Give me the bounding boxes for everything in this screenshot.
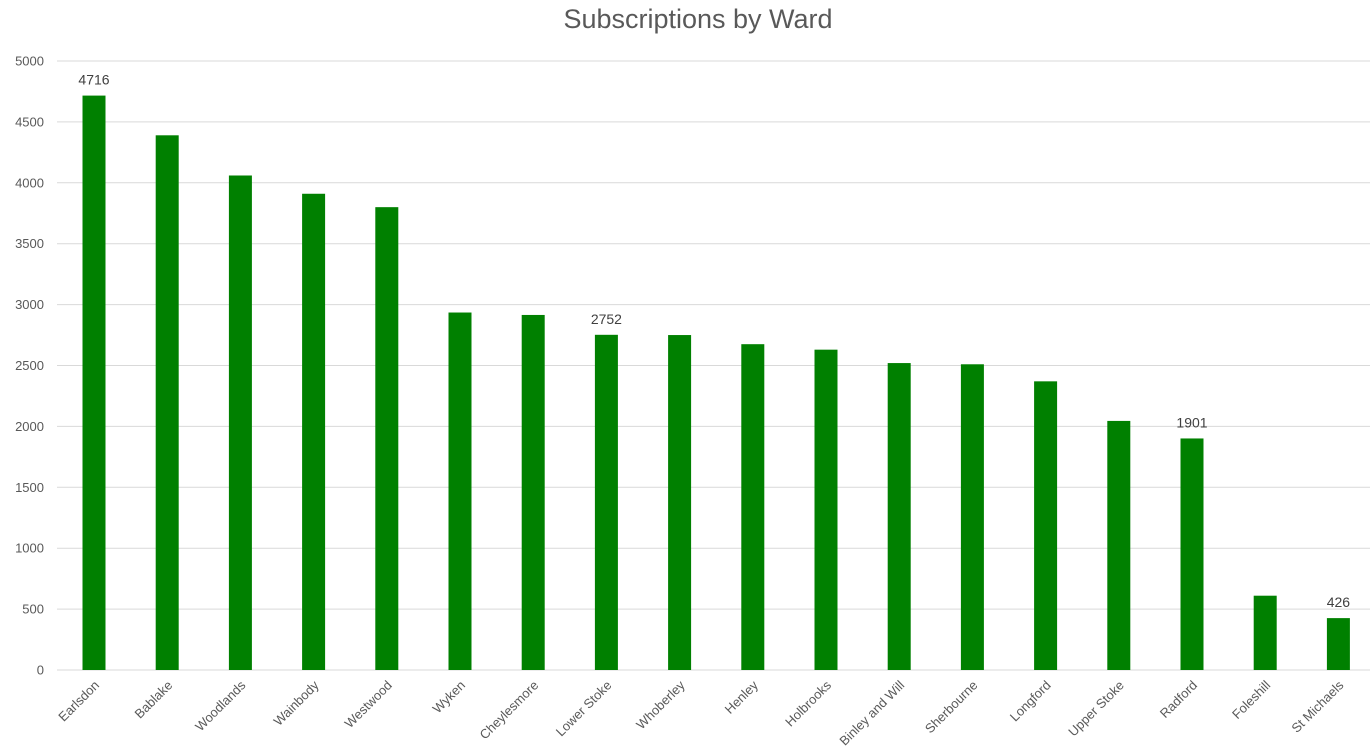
y-tick-label-2000: 2000 <box>15 419 44 434</box>
bar-westwood <box>375 207 399 670</box>
x-tick-label-holbrooks: Holbrooks <box>782 677 834 729</box>
x-tick-label-henley: Henley <box>722 677 762 717</box>
bar-radford <box>1180 438 1204 670</box>
bar-binley-and-will <box>887 363 911 670</box>
x-tick-label-earlsdon: Earlsdon <box>55 678 102 725</box>
x-tick-label-westwood: Westwood <box>342 678 395 731</box>
x-tick-label-radford: Radford <box>1157 678 1200 721</box>
bar-wyken <box>448 312 472 670</box>
x-tick-label-woodlands: Woodlands <box>192 677 249 734</box>
x-tick-label-binley-and-will: Binley and Will <box>836 677 907 748</box>
y-tick-label-1500: 1500 <box>15 480 44 495</box>
y-tick-label-5000: 5000 <box>15 54 44 69</box>
y-tick-label-500: 500 <box>22 602 44 617</box>
y-tick-label-1000: 1000 <box>15 541 44 556</box>
x-tick-label-lower-stoke: Lower Stoke <box>553 678 615 740</box>
y-tick-label-2500: 2500 <box>15 358 44 373</box>
bar-wainbody <box>302 193 326 670</box>
bar-cheylesmore <box>521 314 545 670</box>
bar-holbrooks <box>814 349 838 670</box>
bar-earlsdon <box>82 95 106 671</box>
x-tick-label-bablake: Bablake <box>131 678 175 722</box>
x-tick-label-wyken: Wyken <box>429 678 468 717</box>
x-tick-label-longford: Longford <box>1007 678 1054 725</box>
bar-foleshill <box>1253 595 1277 670</box>
x-tick-label-sherbourne: Sherbourne <box>922 678 981 737</box>
bar-woodlands <box>228 175 252 670</box>
y-tick-label-0: 0 <box>37 663 44 678</box>
y-tick-label-4000: 4000 <box>15 175 44 190</box>
x-tick-label-whoberley: Whoberley <box>633 677 688 732</box>
data-label-lower-stoke: 2752 <box>591 311 622 327</box>
bar-sherbourne <box>960 364 984 670</box>
data-label-radford: 1901 <box>1176 414 1207 430</box>
chart-title: Subscriptions by Ward <box>563 4 833 34</box>
bar-longford <box>1034 381 1058 670</box>
data-label-earlsdon: 4716 <box>78 72 109 88</box>
x-tick-label-foleshill: Foleshill <box>1229 677 1273 721</box>
bar-upper-stoke <box>1107 420 1131 670</box>
bar-st-michaels <box>1326 618 1350 670</box>
x-tick-label-st-michaels: St Michaels <box>1288 677 1346 735</box>
y-tick-label-3500: 3500 <box>15 236 44 251</box>
y-tick-label-4500: 4500 <box>15 114 44 129</box>
x-tick-label-cheylesmore: Cheylesmore <box>477 678 542 743</box>
bar-whoberley <box>668 335 692 670</box>
y-tick-label-3000: 3000 <box>15 297 44 312</box>
x-tick-label-wainbody: Wainbody <box>271 677 322 728</box>
data-label-st-michaels: 426 <box>1327 594 1351 610</box>
bar-henley <box>741 344 765 670</box>
x-tick-label-upper-stoke: Upper Stoke <box>1065 678 1127 740</box>
bar-bablake <box>155 135 179 671</box>
bar-lower-stoke <box>594 334 618 670</box>
